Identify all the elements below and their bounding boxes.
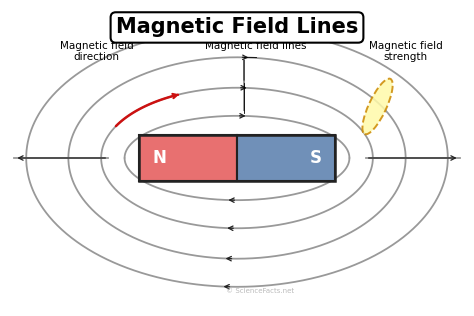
Text: Magnetic field
strength: Magnetic field strength bbox=[369, 41, 443, 63]
Text: N: N bbox=[153, 149, 166, 167]
Bar bbox=[237, 135, 336, 181]
Text: © ScienceFacts.net: © ScienceFacts.net bbox=[227, 288, 294, 294]
Bar bbox=[138, 135, 237, 181]
Text: S: S bbox=[310, 149, 321, 167]
Ellipse shape bbox=[363, 79, 392, 134]
Text: Magnetic field lines: Magnetic field lines bbox=[205, 41, 307, 51]
Text: Magnetic field
direction: Magnetic field direction bbox=[60, 41, 133, 63]
Text: Magnetic Field Lines: Magnetic Field Lines bbox=[116, 17, 358, 38]
Bar bbox=[138, 135, 336, 181]
